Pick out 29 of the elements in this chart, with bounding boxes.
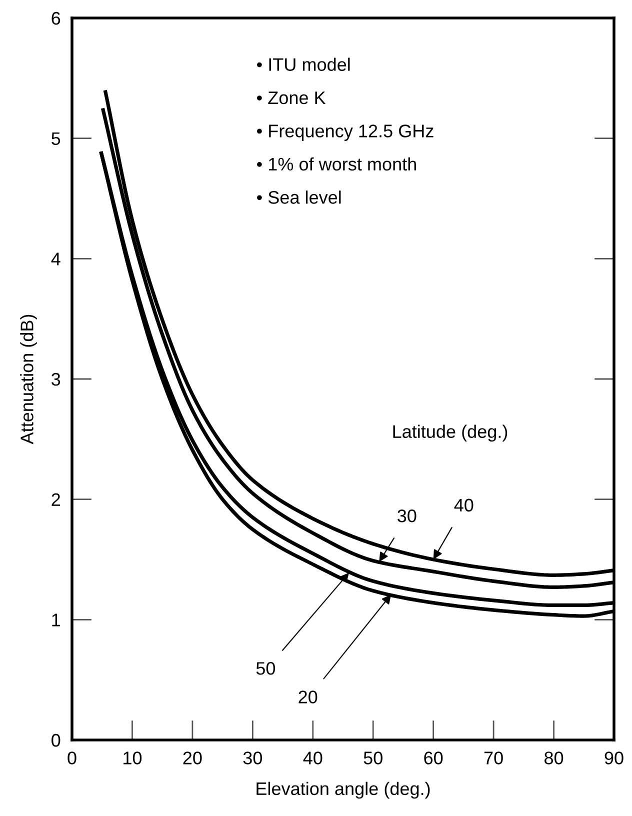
annotation: • Frequency 12.5 GHz (256, 124, 434, 141)
x-axis-title: Elevation angle (deg.) (256, 782, 430, 799)
y-tick-label: 6 (52, 12, 60, 25)
y-axis-title: Attenuation (dB) (20, 314, 37, 444)
x-tick-label: 80 (544, 752, 564, 764)
y-tick-label: 3 (52, 372, 60, 386)
annotation: • Sea level (256, 190, 341, 204)
y-tick-label: 0 (52, 734, 60, 747)
x-tick-label: 50 (364, 752, 382, 764)
annotation: 30 (398, 510, 416, 522)
y-tick-label: 5 (52, 132, 60, 146)
x-tick-label: 70 (484, 752, 503, 764)
annotation: • 1% of worst month (256, 157, 416, 171)
annotation: 50 (256, 662, 276, 675)
annotation: 40 (454, 498, 474, 512)
x-tick-label: 10 (124, 752, 142, 764)
x-tick-label: 60 (424, 752, 443, 764)
annotation: • ITU model (256, 58, 350, 71)
annotation: Latitude (deg.) (393, 424, 508, 442)
x-tick-label: 20 (183, 752, 202, 764)
y-tick-label: 2 (52, 493, 60, 506)
x-tick-label: 40 (303, 752, 322, 764)
annotation: 20 (298, 690, 318, 704)
annotation: • Zone K (256, 92, 326, 104)
x-tick-label: 0 (68, 752, 76, 764)
x-tick-label: 90 (604, 752, 624, 764)
x-tick-label: 30 (243, 752, 262, 764)
y-tick-label: 1 (52, 614, 60, 626)
y-tick-label: 4 (51, 252, 60, 266)
